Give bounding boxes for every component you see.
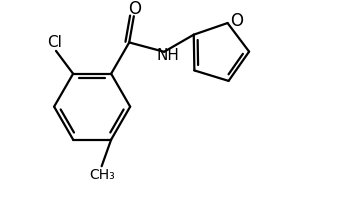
Text: Cl: Cl (47, 35, 63, 50)
Text: O: O (230, 12, 243, 30)
Text: CH₃: CH₃ (89, 168, 115, 182)
Text: O: O (128, 0, 141, 18)
Text: NH: NH (157, 48, 179, 63)
